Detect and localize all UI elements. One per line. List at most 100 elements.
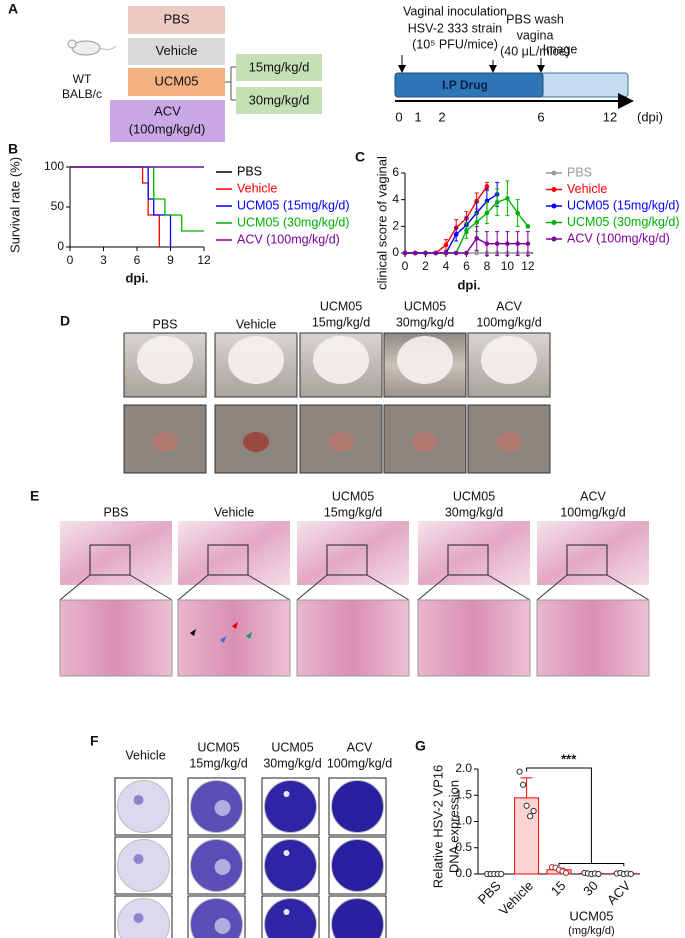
zoom-box — [89, 544, 131, 576]
group-box — [128, 6, 225, 34]
x-tick-label: 2 — [422, 259, 429, 273]
y-tick-label: 6 — [392, 165, 399, 179]
histology-overview — [60, 521, 172, 585]
column-label: UCM05 — [197, 740, 239, 754]
column-label: UCM05 — [404, 299, 446, 313]
day-label: 2 — [438, 109, 445, 124]
timeline-note: HSV-2 333 strain — [408, 21, 503, 35]
dish — [331, 839, 384, 892]
y-tick-label: 0.0 — [455, 866, 472, 880]
histology-zoom — [536, 599, 650, 677]
x-axis-label: dpi. — [125, 270, 148, 285]
legend-label: Vehicle — [237, 181, 277, 195]
data-point — [525, 224, 531, 229]
plaque-spot — [283, 850, 290, 856]
legend-label: Vehicle — [567, 182, 607, 196]
survival-step — [164, 199, 182, 216]
column-label: Vehicle — [125, 748, 165, 762]
photo-body-mouse — [397, 336, 453, 384]
legend-label: ACV (100mg/kg/d) — [567, 231, 670, 245]
x-tick-label: 6 — [463, 259, 470, 273]
error-bar — [520, 777, 533, 798]
x-tick-label: 15 — [548, 878, 569, 899]
group-box — [128, 38, 225, 65]
zoom-box — [207, 544, 249, 576]
drug-label: I.P Drug — [442, 78, 488, 92]
x-tick-label: 30 — [580, 878, 601, 899]
column-label: PBS — [103, 505, 128, 519]
photo-body-mouse — [137, 336, 193, 384]
legend-marker — [551, 170, 557, 176]
plaque-spot — [283, 791, 290, 797]
histology-zoom — [177, 599, 291, 677]
column-label: 15mg/kg/d — [324, 505, 382, 519]
data-point — [494, 241, 500, 246]
group-box — [110, 100, 225, 142]
bracket — [225, 66, 236, 101]
timeline-note: PBS wash — [506, 12, 564, 26]
y-tick-label: 0 — [57, 239, 64, 253]
panel-label: C — [355, 149, 365, 165]
photo-body-mouse — [228, 336, 284, 384]
histology-zoom — [296, 599, 410, 677]
column-label: UCM05 — [271, 740, 313, 754]
column-label: PBS — [152, 317, 177, 331]
panel-label: G — [415, 738, 426, 754]
x-tick-label: 0 — [402, 259, 409, 273]
dose-label: (100mg/kg/d) — [129, 121, 206, 136]
column-label: ACV — [580, 489, 606, 503]
data-point — [505, 241, 510, 246]
data-point — [595, 870, 602, 878]
data-point — [516, 768, 523, 775]
x-tick-label: 3 — [100, 253, 107, 267]
x-tick-label: ACV — [604, 878, 634, 908]
timeline-note: (10⁵ PFU/mice) — [412, 37, 498, 51]
histology-overview — [178, 521, 290, 585]
histology-overview — [297, 521, 409, 585]
photo-vagina-area — [243, 432, 269, 452]
day-label: 12 — [603, 109, 617, 124]
group-box — [128, 68, 225, 96]
column-label: 100mg/kg/d — [476, 315, 541, 329]
mouse-label: BALB/c — [62, 87, 102, 101]
legend-label: PBS — [567, 165, 592, 179]
x-tick-label: 12 — [521, 259, 535, 273]
legend-marker — [551, 220, 557, 225]
dose-box — [236, 54, 322, 81]
column-label: Vehicle — [236, 317, 276, 331]
day-label: 1 — [414, 109, 421, 124]
legend-marker — [551, 236, 557, 242]
timeline-note: vagina — [517, 28, 554, 42]
x-tick-label: 0 — [67, 253, 74, 267]
y-axis-label: clinical score of vaginal — [374, 156, 389, 290]
dose-label: 15mg/kg/d — [249, 59, 310, 74]
x-tick-label: 8 — [484, 259, 491, 273]
column-label: 30mg/kg/d — [263, 756, 321, 770]
timeline-note: Vaginal inoculation — [403, 4, 507, 18]
zoom-box — [326, 544, 368, 576]
plaque-spot — [214, 918, 231, 934]
cell-arrow — [232, 622, 238, 629]
plaque-spot — [133, 854, 144, 864]
survival-step — [141, 167, 149, 184]
y-tick-label: 1.0 — [455, 814, 472, 828]
survival-step — [147, 167, 154, 200]
photo-body-mouse — [313, 336, 369, 384]
group-label: (mg/kg/d) — [568, 925, 614, 937]
data-point — [402, 250, 408, 256]
y-tick-label: 2 — [392, 219, 399, 233]
group-label: UCM05 — [154, 73, 198, 88]
plaque-spot — [133, 913, 144, 923]
timeline-bar — [539, 72, 629, 98]
data-point — [494, 200, 500, 205]
x-tick-label: 6 — [134, 253, 141, 267]
data-point — [453, 232, 459, 237]
x-tick-label: 12 — [197, 253, 211, 267]
histology-zoom — [59, 599, 173, 677]
zoom-lines — [177, 574, 291, 601]
plaque-spot — [283, 909, 290, 915]
y-tick-label: 0.5 — [455, 840, 472, 854]
significance-bracket — [526, 767, 625, 867]
dish — [264, 839, 317, 892]
data-point — [474, 236, 479, 241]
